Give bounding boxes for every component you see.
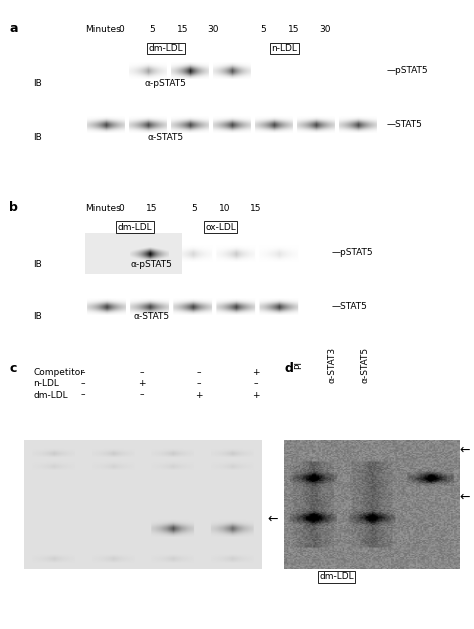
Text: α-STAT5: α-STAT5 (148, 133, 184, 142)
Text: ←: ← (460, 443, 470, 456)
Text: 0: 0 (118, 204, 124, 213)
Text: 10: 10 (219, 204, 231, 213)
Text: α-pSTAT5: α-pSTAT5 (131, 260, 173, 269)
Text: –: – (81, 391, 85, 399)
Text: n-LDL: n-LDL (33, 379, 59, 388)
Text: +: + (138, 379, 146, 388)
Text: –: – (197, 368, 201, 377)
Text: dm-LDL: dm-LDL (118, 223, 153, 231)
Text: Competitor: Competitor (33, 368, 84, 377)
Text: d: d (284, 362, 293, 375)
Text: 15: 15 (250, 204, 262, 213)
Text: —pSTAT5: —pSTAT5 (332, 248, 374, 257)
Text: –: – (81, 379, 85, 388)
Text: +: + (252, 368, 260, 377)
Text: Minutes: Minutes (85, 25, 121, 34)
Text: IB: IB (33, 79, 42, 88)
Text: 5: 5 (149, 25, 155, 34)
Text: dm-LDL: dm-LDL (148, 44, 183, 53)
Text: a: a (9, 22, 18, 35)
Text: +: + (252, 391, 260, 399)
Text: α-STAT5: α-STAT5 (361, 347, 370, 383)
Text: +: + (195, 391, 203, 399)
Text: –: – (81, 368, 85, 377)
Text: ox-LDL: ox-LDL (205, 223, 236, 231)
Text: 0: 0 (118, 25, 124, 34)
Text: Minutes: Minutes (85, 204, 121, 213)
Text: –: – (140, 391, 145, 399)
Text: ←: ← (268, 513, 278, 525)
Text: 15: 15 (146, 204, 157, 213)
Text: α-pSTAT5: α-pSTAT5 (145, 79, 187, 88)
Text: dm-LDL: dm-LDL (33, 391, 68, 399)
Text: b: b (9, 201, 18, 214)
Text: 30: 30 (208, 25, 219, 34)
Text: 30: 30 (319, 25, 330, 34)
Text: PI: PI (294, 361, 303, 369)
Text: IB: IB (33, 260, 42, 269)
Text: 5: 5 (260, 25, 266, 34)
Text: –: – (140, 368, 145, 377)
Text: 15: 15 (288, 25, 300, 34)
Text: α-STAT5: α-STAT5 (134, 312, 170, 321)
Text: n-LDL: n-LDL (272, 44, 297, 53)
Text: c: c (9, 362, 17, 375)
Text: 15: 15 (177, 25, 188, 34)
Text: –: – (254, 379, 258, 388)
Text: dm-LDL: dm-LDL (319, 572, 354, 581)
Text: IB: IB (33, 133, 42, 142)
Text: α-STAT3: α-STAT3 (328, 347, 337, 383)
Text: 5: 5 (191, 204, 197, 213)
Text: IB: IB (33, 312, 42, 321)
Text: —STAT5: —STAT5 (332, 302, 368, 311)
Text: —pSTAT5: —pSTAT5 (386, 66, 428, 75)
Text: —STAT5: —STAT5 (386, 120, 422, 129)
Text: ←: ← (460, 491, 470, 503)
Text: –: – (197, 379, 201, 388)
